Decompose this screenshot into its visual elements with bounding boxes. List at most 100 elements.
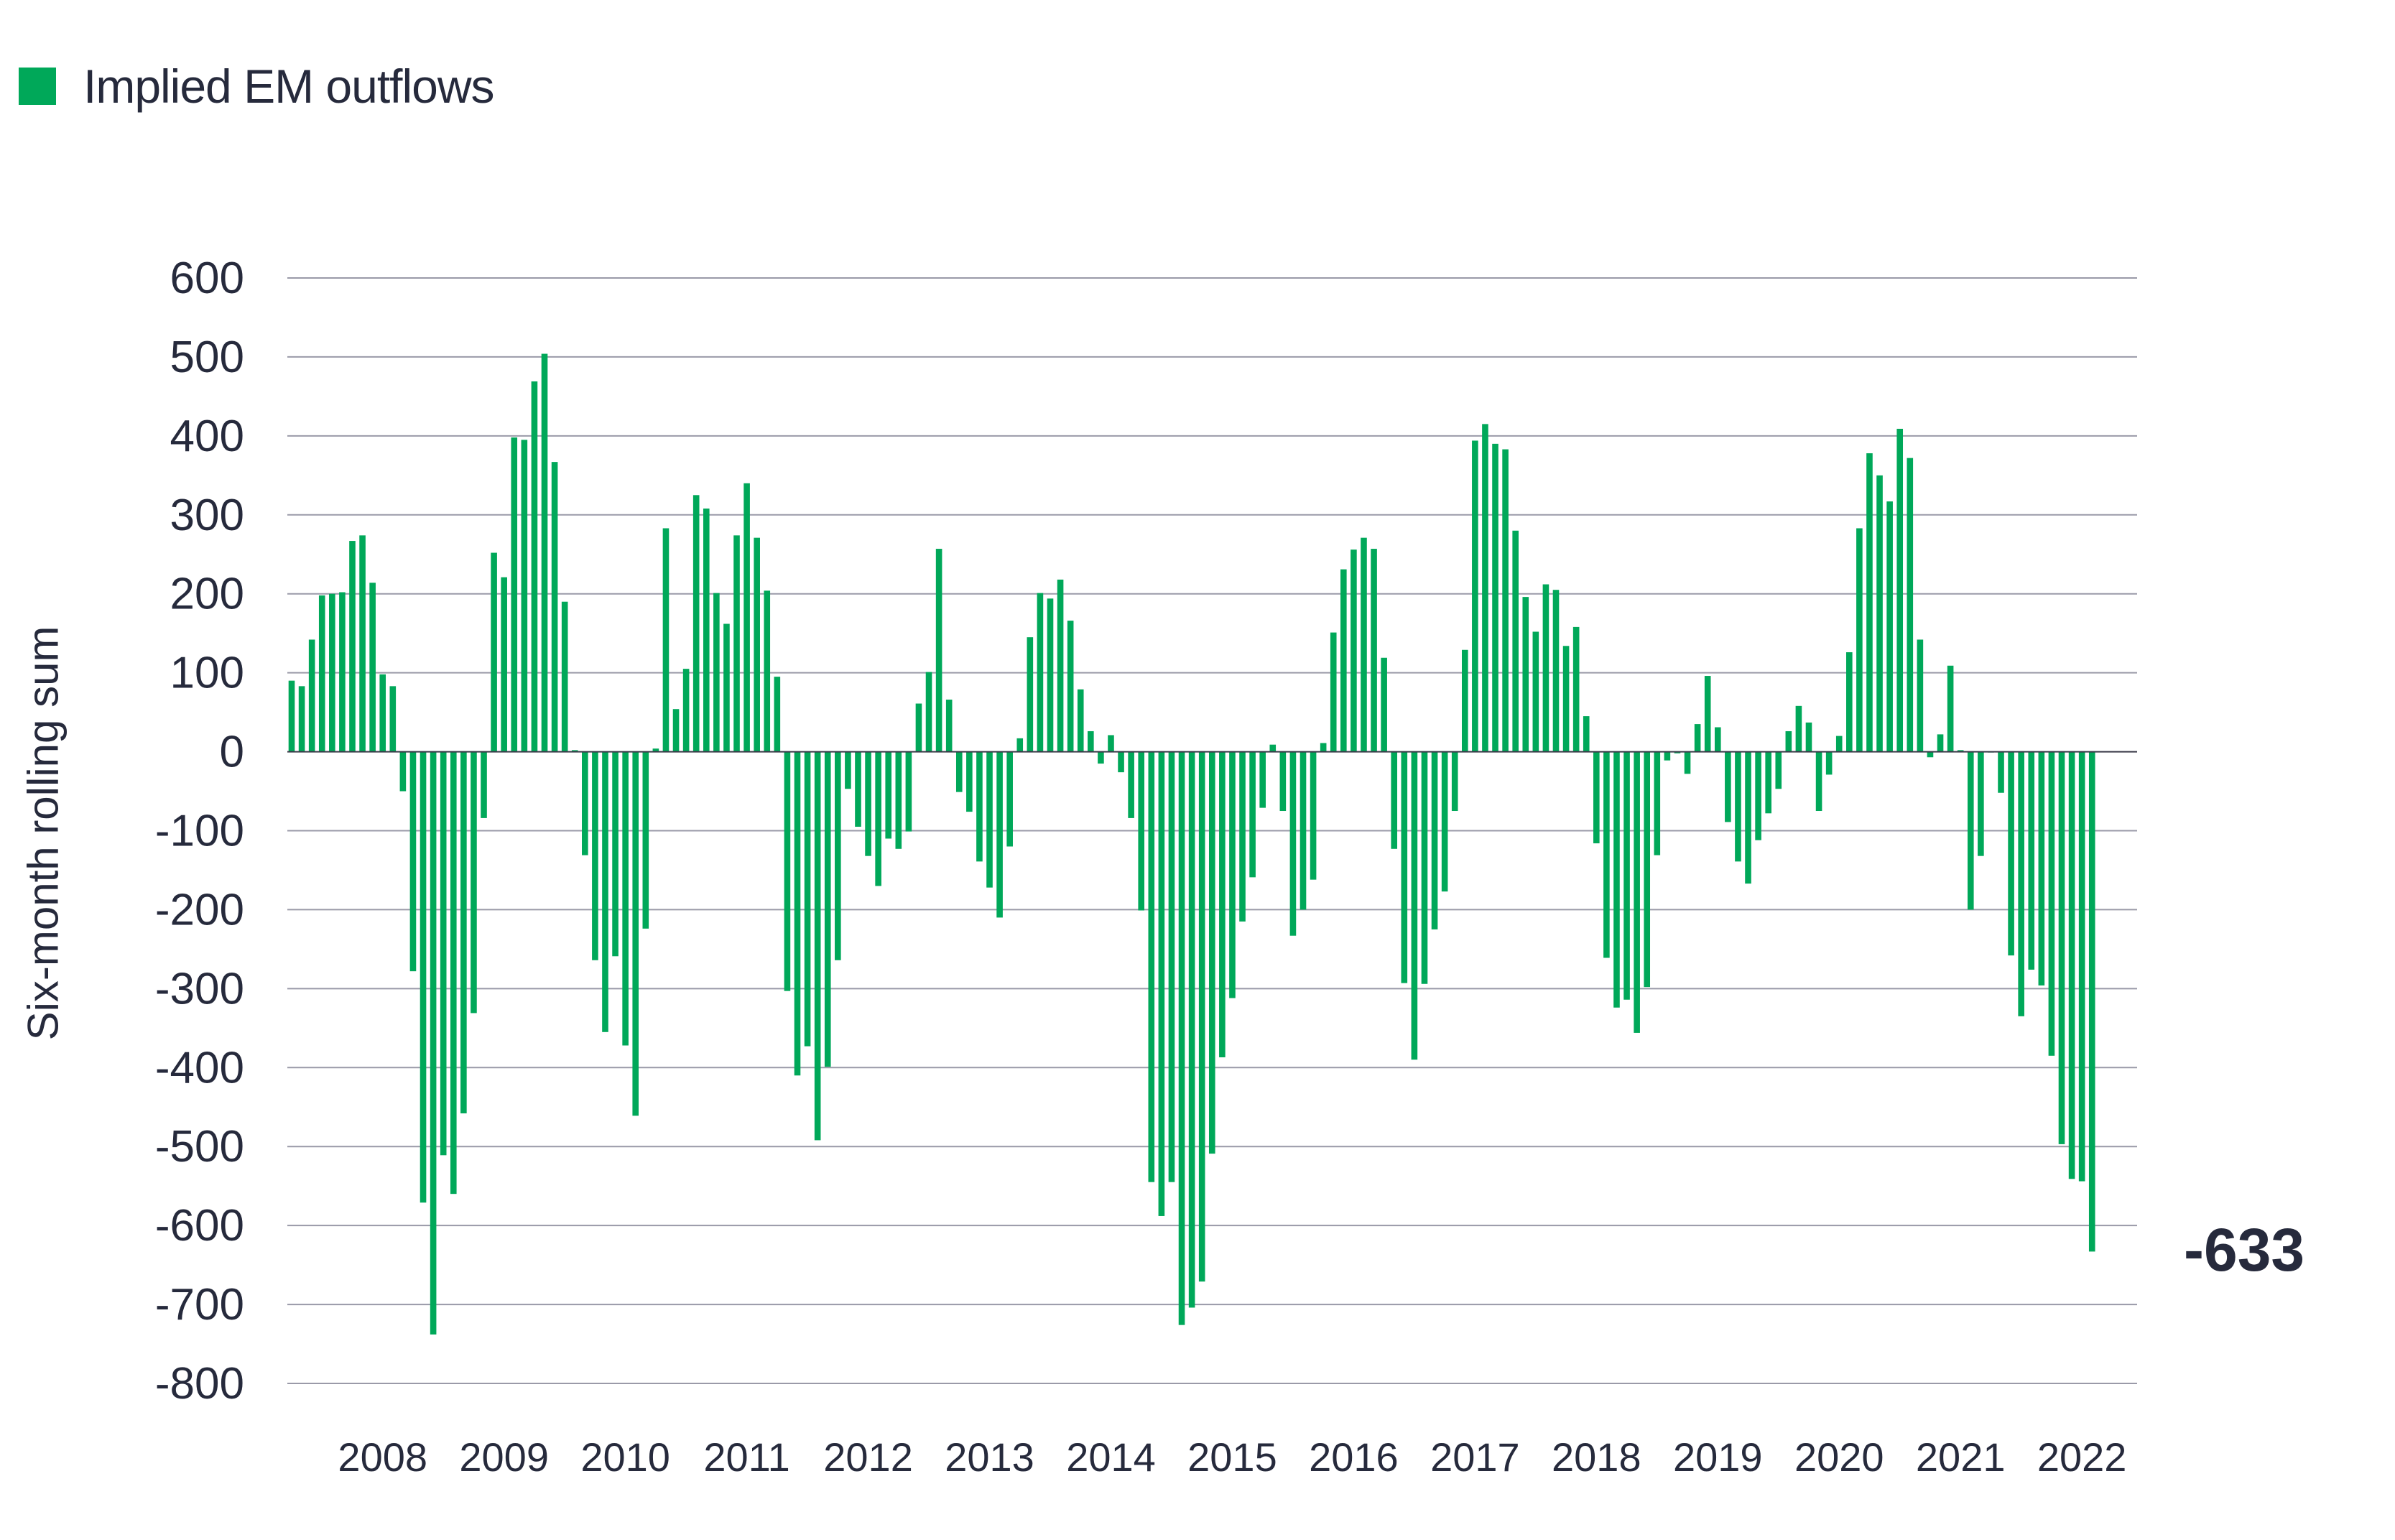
- y-tick-label: 500: [170, 333, 244, 382]
- bar: [1310, 751, 1317, 880]
- x-tick-label: 2012: [823, 1434, 913, 1480]
- bar: [1725, 751, 1731, 822]
- bar: [1269, 744, 1277, 752]
- bar: [764, 590, 771, 752]
- bar: [1472, 440, 1478, 752]
- bar: [1158, 751, 1165, 1216]
- bar: [935, 549, 942, 752]
- bar: [966, 751, 973, 812]
- bar: [1067, 621, 1074, 752]
- bar: [1381, 657, 1387, 752]
- bar: [692, 495, 700, 752]
- bar: [1765, 751, 1771, 814]
- bar: [2028, 751, 2035, 970]
- bar: [622, 751, 629, 1046]
- bar: [996, 751, 1003, 918]
- bar: [885, 751, 892, 839]
- bar: [298, 686, 305, 752]
- bar: [1664, 751, 1671, 761]
- x-tick-label: 2010: [580, 1434, 670, 1480]
- bar: [723, 623, 730, 752]
- bar: [733, 535, 740, 752]
- bar: [1482, 424, 1488, 752]
- bar: [1603, 751, 1610, 958]
- bar: [551, 462, 558, 752]
- bar: [1674, 751, 1681, 753]
- bar: [1634, 751, 1640, 1033]
- bar: [1178, 751, 1185, 1325]
- bar: [1593, 751, 1600, 844]
- bar: [1896, 428, 1904, 752]
- bar: [754, 537, 760, 752]
- bar: [1421, 751, 1428, 984]
- bar: [895, 751, 902, 849]
- bar: [986, 751, 993, 888]
- bar: [1047, 598, 1054, 752]
- bar: [1947, 665, 1954, 752]
- legend-swatch: [19, 68, 56, 105]
- x-tick-label: 2022: [2037, 1434, 2127, 1480]
- y-tick-label: 0: [220, 728, 244, 777]
- bar: [308, 639, 315, 752]
- bar: [814, 751, 821, 1141]
- bar: [1411, 751, 1418, 1060]
- bar: [2038, 751, 2045, 985]
- bar: [2048, 751, 2055, 1056]
- x-tick-label: 2015: [1187, 1434, 1277, 1480]
- bar: [1694, 724, 1701, 752]
- bar: [1502, 449, 1509, 752]
- x-tick-label: 2011: [703, 1434, 789, 1480]
- legend-label: Implied EM outflows: [83, 60, 495, 113]
- bar: [1704, 676, 1711, 752]
- bar: [1198, 751, 1205, 1282]
- bar: [1886, 501, 1893, 752]
- bar: [1785, 730, 1792, 752]
- x-tick-label: 2018: [1552, 1434, 1641, 1480]
- bar: [1815, 751, 1822, 812]
- y-tick-label: -200: [155, 885, 244, 934]
- bar: [1714, 727, 1721, 752]
- bar: [1108, 735, 1114, 752]
- bar: [1967, 751, 1974, 910]
- bar: [582, 751, 588, 855]
- bar: [1128, 751, 1134, 818]
- bar: [774, 677, 781, 752]
- y-tick-label: -500: [155, 1122, 244, 1172]
- bar: [1088, 730, 1094, 752]
- bar: [1623, 751, 1630, 1000]
- bar: [1300, 751, 1307, 910]
- bar: [440, 751, 447, 1156]
- bar: [531, 381, 538, 752]
- bar: [642, 751, 649, 929]
- bar: [1542, 584, 1549, 752]
- bar: [865, 751, 871, 856]
- bar: [1208, 751, 1215, 1154]
- bar: [1613, 751, 1620, 1008]
- bar: [835, 751, 841, 960]
- last-value-annotation: -633: [2184, 1216, 2305, 1284]
- bar: [1219, 751, 1226, 1057]
- bar: [1866, 453, 1873, 752]
- bar: [905, 751, 912, 832]
- x-tick-labels: 2008 2009 2010 2011 2012 2013 2014 2015 2016 2017…: [338, 1434, 2126, 1480]
- x-tick-label: 2017: [1430, 1434, 1520, 1480]
- bar: [1644, 751, 1651, 988]
- bar: [369, 583, 376, 752]
- bar: [743, 483, 750, 752]
- bar: [1522, 597, 1529, 752]
- x-tick-label: 2013: [945, 1434, 1034, 1480]
- bar: [612, 751, 619, 957]
- bar: [1654, 751, 1661, 855]
- x-tick-label: 2016: [1309, 1434, 1399, 1480]
- bar: [1755, 751, 1761, 840]
- bar: [1978, 751, 1984, 856]
- bar: [1461, 649, 1468, 752]
- bar: [2018, 751, 2024, 1016]
- bar: [652, 748, 659, 752]
- bar: [1138, 751, 1145, 911]
- bar: [784, 751, 791, 991]
- x-tick-label: 2014: [1066, 1434, 1156, 1480]
- bar: [1957, 750, 1964, 752]
- bar: [1917, 639, 1924, 752]
